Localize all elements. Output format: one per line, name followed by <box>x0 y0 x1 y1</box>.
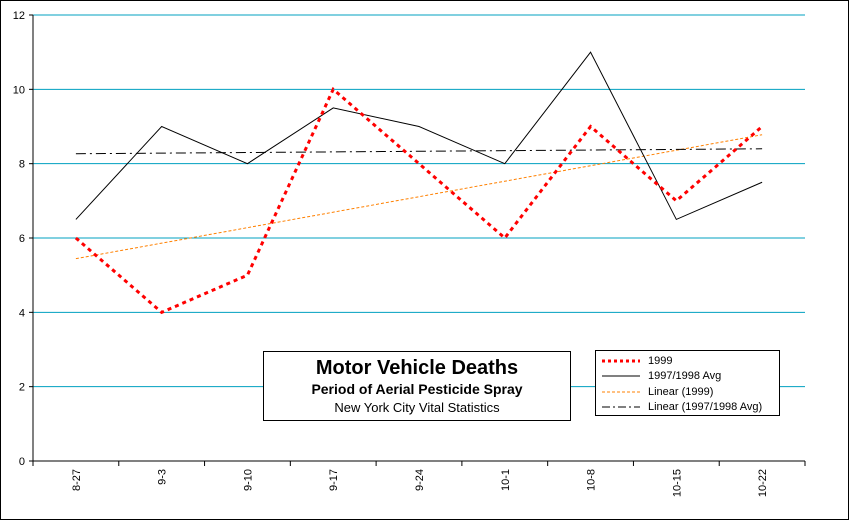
chart-title: Motor Vehicle Deaths <box>315 357 519 379</box>
trendlines <box>75 134 763 260</box>
legend-item-linear-avg: Linear (1997/1998 Avg) <box>596 400 779 416</box>
series-avg-point-8-27 <box>75 218 77 220</box>
series-avg-point-9-10 <box>246 163 248 165</box>
series-1999-point-8-27 <box>75 237 77 239</box>
series-avg-point-9-3 <box>161 126 163 128</box>
y-tick-label-8: 8 <box>19 159 25 171</box>
series-avg-point-10-8 <box>590 51 592 53</box>
y-tick-label-4: 4 <box>19 307 25 319</box>
series-avg-line <box>75 51 763 221</box>
series-avg-point-9-24 <box>418 126 420 128</box>
legend-swatch-avg <box>602 375 640 377</box>
legend-item-avg: 1997/1998 Avg <box>596 369 779 385</box>
y-tick-label-6: 6 <box>19 233 25 245</box>
series-avg-point-10-22 <box>761 181 763 183</box>
series-1999-line <box>74 86 764 315</box>
x-tick-label-8-27: 8-27 <box>71 469 83 491</box>
x-tick-label-9-17: 9-17 <box>328 469 340 491</box>
series-1999-point-10-15 <box>675 200 677 202</box>
legend-label-avg: 1997/1998 Avg <box>648 370 722 383</box>
series-avg-point-10-1 <box>504 163 506 165</box>
legend-item-linear-1999: Linear (1999) <box>596 384 779 400</box>
series-1999-point-9-3 <box>161 311 163 313</box>
x-tick-label-9-3: 9-3 <box>157 469 169 485</box>
series-1999-point-10-22 <box>761 126 763 128</box>
y-tick-label-0: 0 <box>19 456 25 468</box>
series-1999-point-9-10 <box>246 274 248 276</box>
y-tick-label-12: 12 <box>13 10 25 22</box>
y-tick-label-10: 10 <box>13 84 25 96</box>
trendline-linear-avg <box>75 148 763 155</box>
chart-subtitle: Period of Aerial Pesticide Spray <box>311 381 523 397</box>
x-tick-label-10-22: 10-22 <box>757 469 769 497</box>
series-1999-point-9-24 <box>418 163 420 165</box>
x-tick-label-10-8: 10-8 <box>586 469 598 491</box>
legend-label-linear-avg: Linear (1997/1998 Avg) <box>648 401 763 414</box>
legend-swatch-linear-1999 <box>602 391 640 393</box>
series-avg-point-10-15 <box>675 218 677 220</box>
series-1999-point-10-1 <box>504 237 506 239</box>
legend-swatch-1999 <box>602 359 640 363</box>
legend-label-1999: 1999 <box>648 354 673 367</box>
x-tick-label-10-1: 10-1 <box>500 469 512 491</box>
x-tick-labels: 8-27 9-3 9-10 9-17 9-24 10-1 10-8 10-15 10-22 <box>71 469 769 497</box>
gridlines <box>33 14 805 388</box>
x-tick-label-9-10: 9-10 <box>242 469 254 491</box>
legend-swatch-linear-avg <box>602 406 640 408</box>
series-avg-point-9-17 <box>332 107 334 109</box>
y-tick-labels: 0 2 4 6 8 10 12 <box>13 10 25 468</box>
legend-item-1999: 1999 <box>596 353 779 369</box>
x-tick-label-10-15: 10-15 <box>671 469 683 497</box>
axes <box>29 14 806 466</box>
series-1999-point-10-8 <box>590 126 592 128</box>
series-1999-point-9-17 <box>332 88 334 90</box>
x-tick-label-9-24: 9-24 <box>414 469 426 491</box>
series-lines <box>74 51 764 315</box>
legend-label-linear-1999: Linear (1999) <box>648 385 714 398</box>
trendline-linear-1999 <box>75 134 763 260</box>
legend: 1999 1997/1998 Avg Linear (1999) Linear … <box>595 350 780 416</box>
y-tick-label-2: 2 <box>19 382 25 394</box>
chart-source: New York City Vital Statistics <box>334 400 500 415</box>
chart-title-box: Motor Vehicle Deaths Period of Aerial Pe… <box>263 351 571 421</box>
